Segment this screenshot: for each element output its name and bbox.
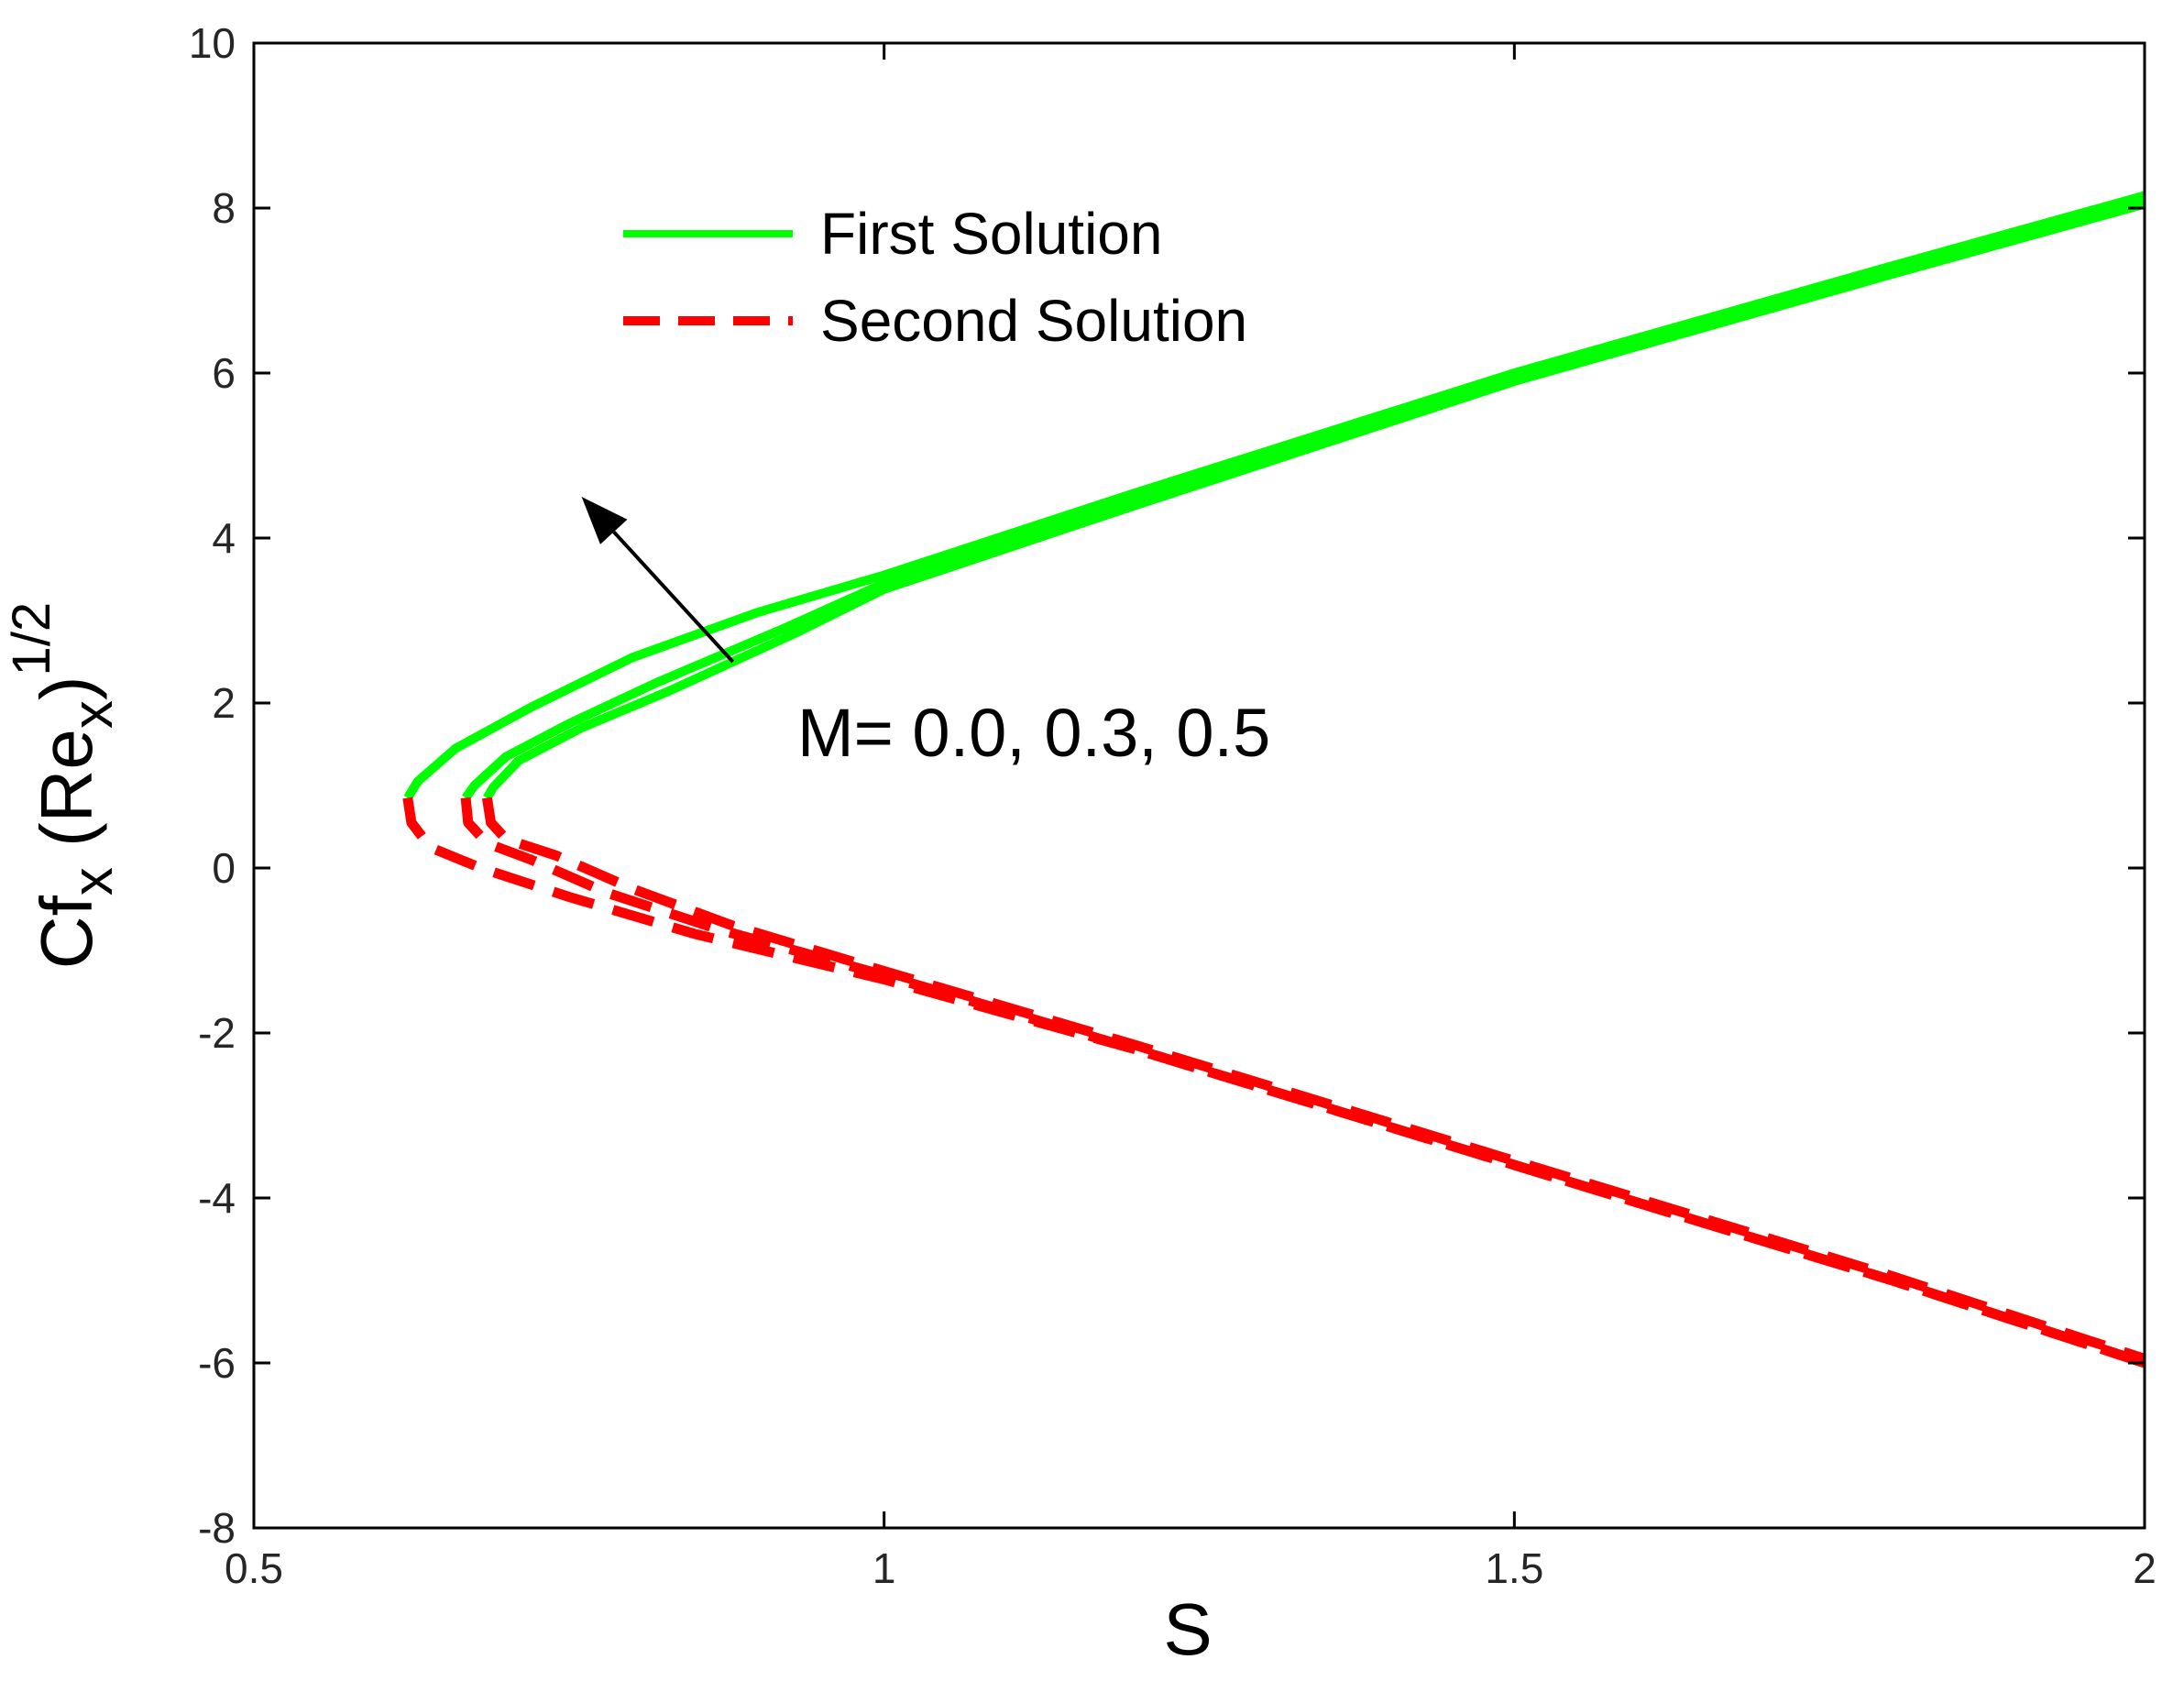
y-tick-label: -4 [198,1174,236,1222]
y-tick-label: 8 [212,184,236,232]
y-tick-label: 0 [212,844,236,892]
x-tick-label: 2 [2133,1544,2157,1592]
legend: First Solution Second Solution [623,201,1247,354]
series-layer [402,191,2146,1368]
y-tick-label: -6 [198,1339,236,1387]
y-axis-label-close: ) [26,676,107,700]
svg-text:Cfx (Rex)1/2: Cfx (Rex)1/2 [2,602,125,969]
x-tick-label: 1.5 [1485,1544,1543,1592]
y-tick-label: 4 [212,514,236,562]
y-tick-label: -8 [198,1504,236,1552]
y-tick-label: 6 [212,349,236,397]
y-axis-label-sub1: x [61,867,125,895]
y-axis-label-mid: (Re [26,729,107,867]
x-tick-label: 0.5 [225,1544,283,1592]
axes-frame [252,41,2146,1530]
y-axis-label-base: Cf [26,895,107,969]
annotation: M= 0.0, 0.3, 0.5 [581,497,1270,771]
plot-frame [252,41,2146,1530]
plot-area [254,43,2145,1528]
series-line-first-solution-m-0-5 [483,199,2146,801]
annotation-arrowhead [581,497,628,544]
series-line-second-solution-m-0-5 [481,797,2146,1364]
x-axis-label: S [1163,1588,1212,1670]
x-tick-label: 1 [873,1544,896,1592]
y-tick-label: -2 [198,1009,236,1057]
legend-label-first-solution: First Solution [820,201,1162,267]
axis-ticks: 0.5 1 1.5 2 -8 -6 -4 -2 0 2 4 6 8 10 [189,19,2157,1592]
y-tick-label: 10 [189,19,236,67]
y-axis-label-sub2: x [61,700,125,729]
y-tick-label: 2 [212,679,236,727]
y-axis-label: Cfx (Rex)1/2 [2,602,125,969]
annotation-arrow [612,530,735,664]
y-axis-label-sup: 1/2 [2,602,61,676]
legend-label-second-solution: Second Solution [820,288,1247,354]
annotation-label: M= 0.0, 0.3, 0.5 [797,695,1270,771]
series-line-second-solution-m-0-3 [460,797,2146,1368]
